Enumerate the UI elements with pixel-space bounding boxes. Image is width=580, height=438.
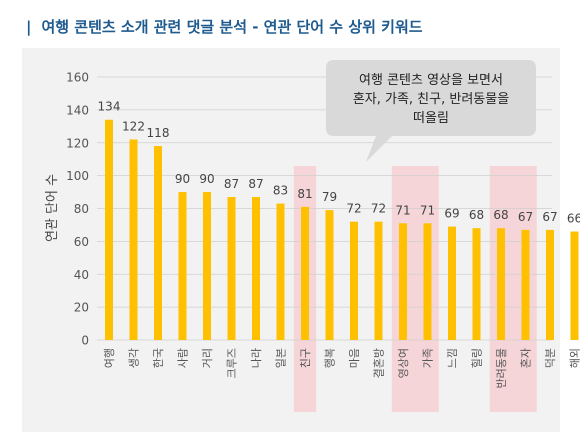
bar-6: [252, 196, 260, 340]
y-tick-label-80: 80: [74, 202, 89, 216]
category-label-6: 나라: [250, 348, 263, 368]
data-label-6: 87: [248, 177, 263, 191]
category-label-5: 크루즈: [226, 348, 239, 378]
header-pipe: |: [26, 18, 32, 36]
bar-5: [227, 196, 236, 340]
y-tick-label-120: 120: [66, 136, 89, 150]
data-label-0: 134: [98, 100, 121, 114]
chart-header: | 여행 콘텐츠 소개 관련 댓글 분석 - 연관 단어 수 상위 키워드: [26, 14, 566, 40]
data-label-18: 67: [542, 210, 557, 224]
y-tick-label-60: 60: [74, 235, 89, 249]
data-label-7: 83: [273, 184, 288, 198]
data-label-2: 118: [147, 126, 170, 140]
y-tick-label-160: 160: [66, 71, 89, 85]
data-label-16: 68: [493, 208, 508, 222]
category-label-9: 행복: [324, 348, 337, 368]
y-tick-label-140: 140: [66, 103, 89, 117]
data-label-17: 67: [518, 210, 533, 224]
category-label-17: 혼자: [520, 348, 533, 368]
callout-line-1: 혼자, 가족, 친구, 반려동물을: [353, 92, 509, 107]
y-axis-label: 연관 단어 수: [45, 174, 60, 242]
category-label-18: 덕분: [544, 348, 557, 368]
data-label-13: 71: [420, 203, 435, 217]
y-tick-label-100: 100: [66, 169, 89, 183]
bar-1: [129, 139, 138, 340]
data-label-9: 79: [322, 190, 337, 204]
data-label-1: 122: [122, 119, 145, 133]
category-label-13: 가족: [422, 348, 435, 368]
category-label-1: 생각: [128, 348, 141, 368]
category-label-3: 사람: [177, 348, 190, 368]
bar-3: [178, 192, 187, 340]
category-label-2: 한국: [152, 348, 165, 368]
callout-line-0: 여행 콘텐츠 영상을 보면서: [359, 72, 503, 88]
bar-8: [301, 206, 309, 340]
data-label-4: 90: [199, 172, 214, 186]
bar-4: [203, 192, 211, 340]
category-label-10: 마음: [348, 348, 361, 368]
y-tick-label-20: 20: [74, 301, 89, 315]
bar-14: [448, 226, 456, 340]
bar-12: [399, 223, 407, 340]
data-label-14: 69: [444, 207, 459, 221]
bar-10: [350, 221, 358, 340]
category-label-14: 느낌: [446, 348, 459, 368]
bar-13: [423, 223, 432, 340]
bar-11: [374, 221, 383, 340]
bar-17: [521, 229, 530, 340]
category-label-0: 여행: [103, 348, 116, 368]
category-label-11: 결혼방: [373, 348, 386, 378]
category-label-15: 힐링: [471, 348, 484, 368]
bar-18: [546, 229, 554, 340]
data-label-12: 71: [395, 203, 410, 217]
bar-19: [570, 231, 579, 340]
category-label-8: 친구: [299, 348, 312, 368]
data-label-8: 81: [297, 187, 312, 201]
callout-bubble: [326, 60, 536, 162]
y-tick-label-0: 0: [81, 334, 89, 348]
data-label-11: 72: [371, 202, 386, 216]
category-label-19: 해외: [568, 348, 580, 368]
category-label-16: 반려동물: [495, 348, 508, 388]
data-label-5: 87: [224, 177, 239, 191]
bar-9: [325, 210, 334, 340]
category-label-12: 영상여: [397, 348, 410, 378]
bar-15: [472, 228, 481, 340]
category-label-4: 거리: [201, 348, 214, 368]
category-label-7: 일본: [274, 348, 288, 368]
data-label-3: 90: [175, 172, 190, 186]
bar-16: [497, 228, 505, 340]
bar-7: [276, 203, 285, 340]
bar-0: [105, 119, 113, 340]
data-label-19: 66: [567, 212, 580, 226]
data-label-15: 68: [469, 208, 484, 222]
bar-2: [154, 146, 162, 340]
data-label-10: 72: [346, 202, 361, 216]
y-tick-label-40: 40: [74, 268, 89, 282]
page-title: 여행 콘텐츠 소개 관련 댓글 분석 - 연관 단어 수 상위 키워드: [41, 18, 423, 36]
callout-line-2: 떠올림: [413, 111, 449, 126]
